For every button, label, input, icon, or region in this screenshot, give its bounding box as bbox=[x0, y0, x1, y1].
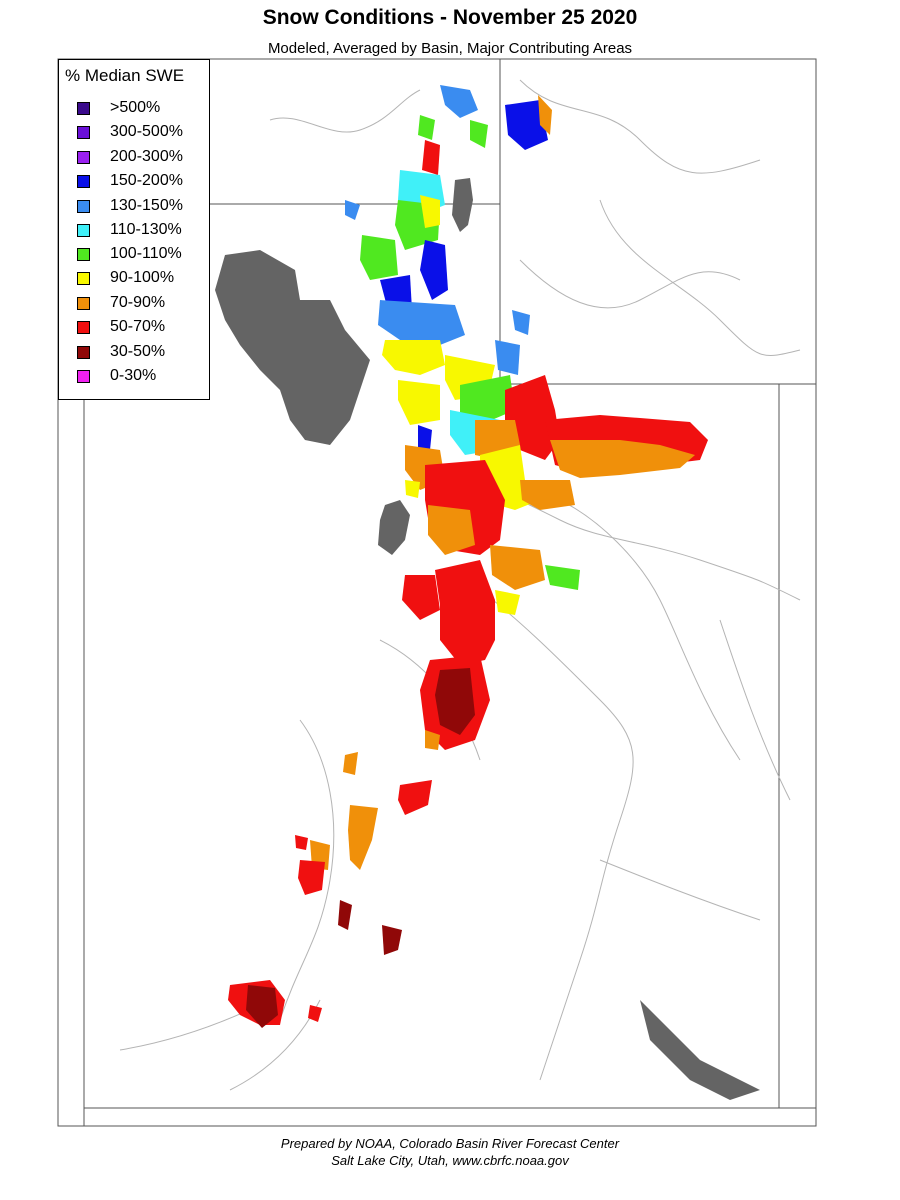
legend-label: 0-30% bbox=[110, 367, 157, 384]
footer-credit-line2: Salt Lake City, Utah, www.cbrfc.noaa.gov bbox=[331, 1153, 569, 1168]
legend-label: 90-100% bbox=[110, 269, 175, 286]
legend-title: % Median SWE bbox=[65, 66, 185, 85]
legend-swatch bbox=[77, 369, 90, 383]
footer-credit-line1: Prepared by NOAA, Colorado Basin River F… bbox=[280, 1136, 620, 1151]
legend-item: 30-50% bbox=[77, 342, 165, 362]
map-frame bbox=[57, 58, 817, 1127]
lakes bbox=[215, 178, 760, 1100]
map-subtitle: Modeled, Averaged by Basin, Major Contri… bbox=[267, 40, 633, 57]
map-title: Snow Conditions - November 25 2020 bbox=[262, 6, 638, 29]
legend-label: 50-70% bbox=[110, 318, 166, 335]
legend-swatch bbox=[77, 345, 90, 359]
legend-label: >500% bbox=[110, 99, 161, 116]
legend-label: 200-300% bbox=[110, 148, 183, 165]
legend-item: 70-90% bbox=[77, 293, 165, 313]
legend-item: 90-100% bbox=[77, 268, 174, 288]
legend-swatch bbox=[77, 150, 90, 164]
legend-item: 130-150% bbox=[77, 196, 183, 216]
legend-label: 300-500% bbox=[110, 123, 183, 140]
legend-item: 100-110% bbox=[77, 244, 182, 264]
legend-item: 0-30% bbox=[77, 366, 156, 386]
legend-item: 150-200% bbox=[77, 171, 183, 191]
legend-swatch bbox=[77, 125, 90, 139]
legend-swatch bbox=[77, 320, 90, 334]
legend-swatch bbox=[77, 223, 90, 237]
legend-label: 70-90% bbox=[110, 294, 166, 311]
legend-item: 200-300% bbox=[77, 147, 183, 167]
snow-basins bbox=[228, 85, 708, 1028]
legend-label: 100-110% bbox=[110, 245, 182, 262]
legend-swatch bbox=[77, 101, 90, 115]
legend-item: 110-130% bbox=[77, 220, 182, 240]
legend-swatch bbox=[77, 174, 90, 188]
legend-item: >500% bbox=[77, 98, 160, 118]
legend-item: 50-70% bbox=[77, 317, 165, 337]
legend-item: 300-500% bbox=[77, 122, 183, 142]
legend-swatch bbox=[77, 247, 90, 261]
legend-swatch bbox=[77, 296, 90, 310]
rivers bbox=[119, 79, 801, 1091]
legend-label: 30-50% bbox=[110, 343, 166, 360]
legend-label: 130-150% bbox=[110, 197, 183, 214]
legend-swatch bbox=[77, 271, 90, 285]
legend-swatch bbox=[77, 199, 90, 213]
legend-label: 150-200% bbox=[110, 172, 183, 189]
legend-label: 110-130% bbox=[110, 221, 182, 238]
legend: % Median SWE >500% 300-500% 200-300% 150… bbox=[58, 59, 210, 400]
